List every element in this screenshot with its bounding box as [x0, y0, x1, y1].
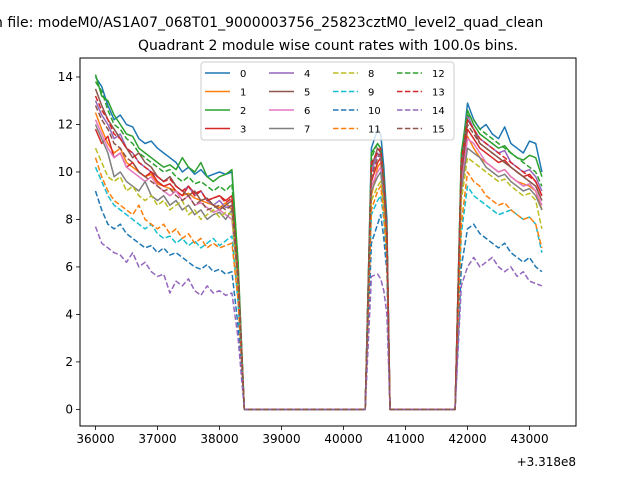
y-tick-label: 4 — [65, 307, 73, 321]
y-tick-label: 6 — [65, 260, 73, 274]
chart-suptitle: n file: modeM0/AS1A07_068T01_9000003756_… — [0, 15, 543, 31]
y-tick-label: 2 — [65, 355, 73, 369]
legend-label-11: 11 — [368, 125, 381, 136]
legend-label-7: 7 — [304, 125, 310, 136]
legend-label-3: 3 — [240, 125, 246, 136]
legend-label-5: 5 — [304, 88, 310, 99]
legend-label-8: 8 — [368, 69, 374, 80]
legend-label-6: 6 — [304, 106, 310, 117]
series-line-11 — [94, 157, 543, 411]
legend-box — [200, 61, 455, 141]
legend-label-2: 2 — [240, 106, 246, 117]
plot-frame — [79, 57, 577, 427]
y-tick-label: 8 — [65, 212, 73, 226]
x-tick-label: 42000 — [448, 432, 486, 446]
x-tick-label: 36000 — [76, 432, 114, 446]
x-tick-label: 43000 — [510, 432, 548, 446]
legend-label-12: 12 — [432, 69, 445, 80]
y-tick-label: 0 — [65, 402, 73, 416]
legend-label-10: 10 — [368, 106, 381, 117]
legend-label-1: 1 — [240, 88, 246, 99]
legend-label-14: 14 — [432, 106, 445, 117]
x-tick-label: 41000 — [386, 432, 424, 446]
series-line-15 — [94, 105, 543, 411]
legend-label-13: 13 — [432, 88, 445, 99]
y-tick-label: 10 — [58, 165, 73, 179]
x-tick-label: 40000 — [324, 432, 362, 446]
chart-title: Quadrant 2 module wise count rates with … — [138, 38, 518, 54]
y-tick-label: 14 — [58, 70, 73, 84]
legend-label-9: 9 — [368, 88, 374, 99]
x-axis-offset-label: +3.318e8 — [517, 455, 576, 469]
series-lines — [94, 74, 543, 411]
x-tick-label: 38000 — [200, 432, 238, 446]
legend-label-0: 0 — [240, 69, 246, 80]
x-tick-label: 37000 — [138, 432, 176, 446]
legend-label-15: 15 — [432, 125, 445, 136]
legend-label-4: 4 — [304, 69, 310, 80]
y-axis: 0 2 4 6 8 10 12 14 — [58, 70, 80, 416]
x-tick-label: 39000 — [262, 432, 300, 446]
y-tick-label: 12 — [58, 117, 73, 131]
x-axis: 36000 37000 38000 39000 40000 41000 42000 43000 — [76, 426, 549, 446]
